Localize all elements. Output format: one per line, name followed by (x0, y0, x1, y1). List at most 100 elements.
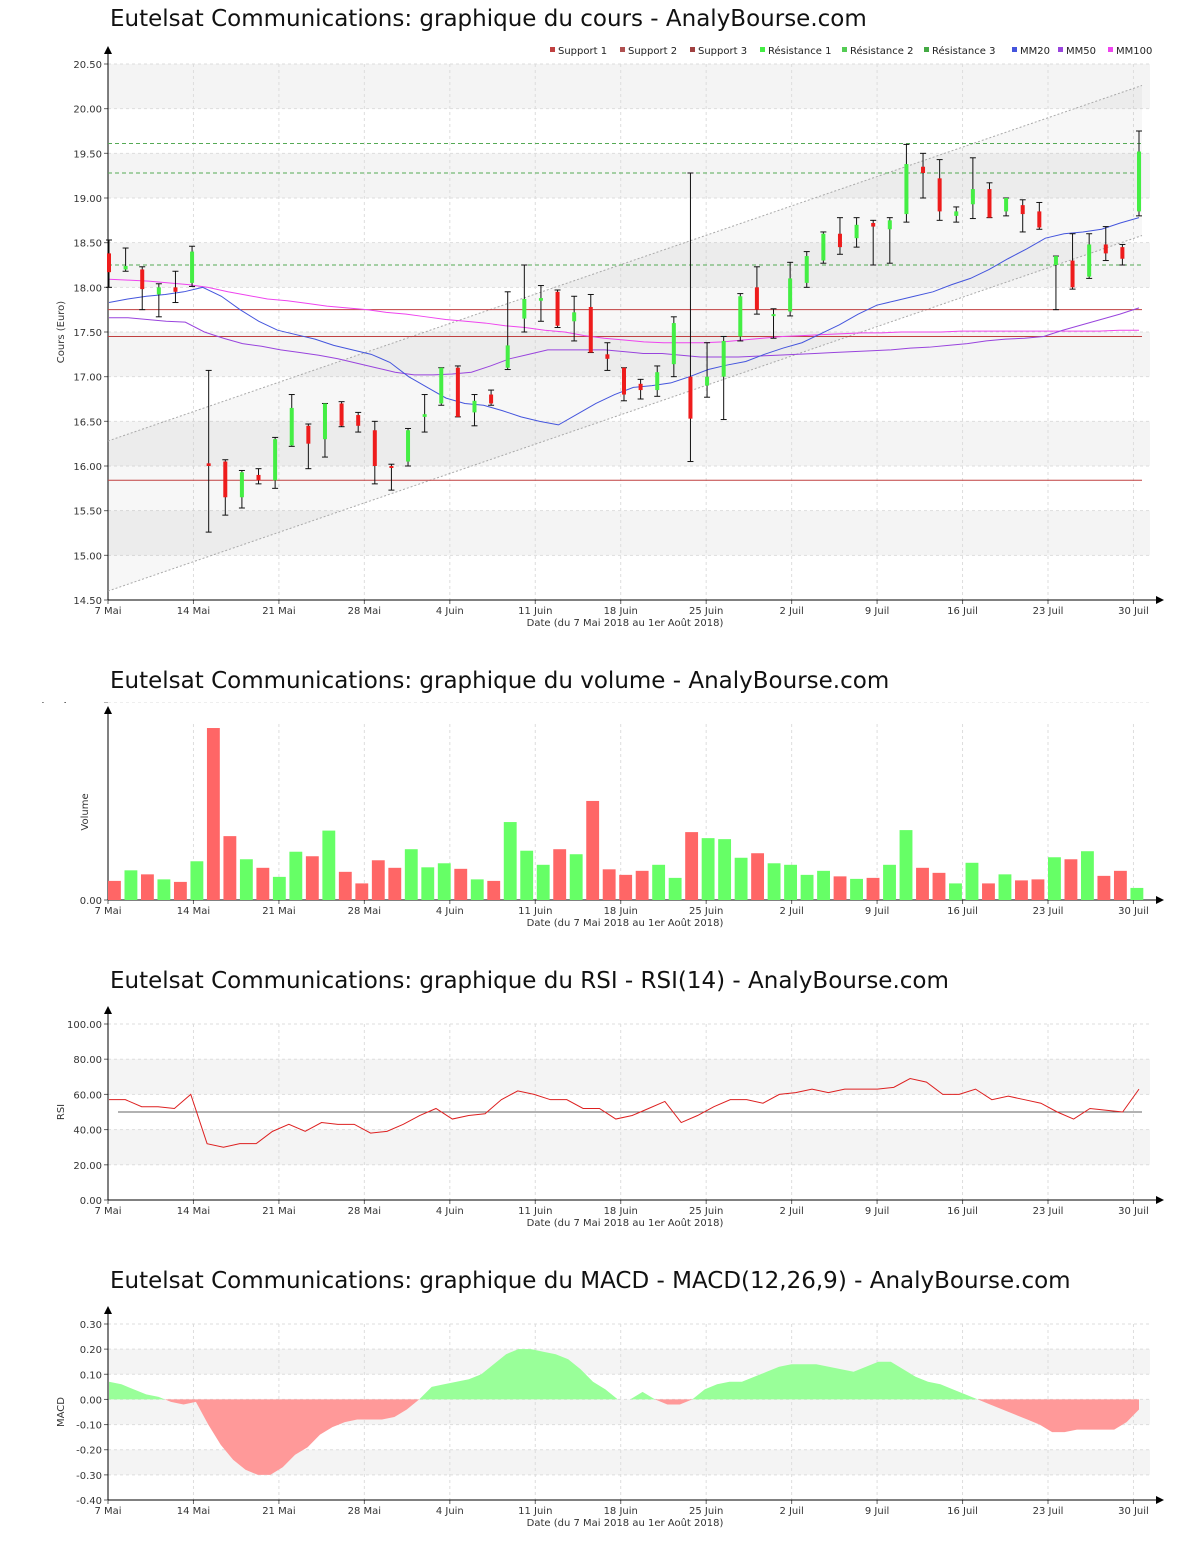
y-tick-label: 1,000,000.00 (35, 702, 102, 705)
x-tick-label: 25 Juin (689, 1506, 723, 1517)
candle-body (156, 287, 161, 295)
grid-band (108, 332, 1150, 377)
volume-bar (437, 863, 451, 900)
volume-bar (635, 870, 649, 900)
price-chart: 14.50 15.00 15.50 16.00 16.50 17.00 17.50 18.00… (56, 45, 1164, 629)
legend-label: Support 2 (628, 46, 677, 57)
grid-band (108, 64, 1150, 109)
candle-body (289, 407, 294, 446)
legend-swatch (690, 47, 695, 52)
y-tick-label: 20.00 (73, 1161, 102, 1172)
y-tick-label: 18.00 (73, 283, 102, 294)
y-tick-label: 18.50 (73, 239, 102, 250)
candle-body (455, 367, 460, 417)
volume-bar (1113, 870, 1127, 900)
x-axis-arrow (1156, 1196, 1164, 1204)
candle-body (804, 256, 809, 283)
candle-body (439, 367, 444, 404)
volume-bar (470, 879, 484, 900)
volume-bar (602, 869, 616, 900)
y-tick-label: 16.00 (73, 462, 102, 473)
volume-bar (701, 838, 715, 900)
volume-bar (140, 874, 154, 900)
candle-body (622, 367, 626, 395)
volume-bar (751, 853, 765, 900)
legend-label: Support 1 (558, 46, 607, 57)
volume-bar (817, 870, 830, 900)
macd-chart-title: Eutelsat Communications: graphique du MA… (110, 1268, 1071, 1294)
x-tick-label: 7 Mai (94, 1506, 121, 1517)
legend-swatch (1012, 47, 1017, 52)
volume-bar (965, 862, 979, 900)
x-tick-label: 21 Mai (262, 906, 295, 917)
y-tick-label: 40.00 (73, 1126, 102, 1137)
candle-body (738, 296, 743, 337)
candle-body (605, 354, 610, 359)
x-axis-arrow (1156, 896, 1164, 904)
y-tick-label: 14.50 (73, 596, 102, 607)
x-tick-label: 9 Juil (865, 1206, 889, 1217)
volume-bar (586, 800, 600, 900)
y-tick-label: 20.50 (73, 60, 102, 71)
candle-body (173, 287, 178, 292)
candle-body (921, 166, 926, 173)
volume-bar (685, 832, 699, 900)
grid-band (108, 421, 1150, 466)
candle-body (705, 376, 710, 386)
candle-body (389, 466, 394, 468)
candle-body (206, 463, 211, 466)
y-axis-arrow (104, 1006, 112, 1014)
x-tick-label: 7 Mai (94, 606, 121, 617)
grid-band (108, 1349, 1150, 1375)
volume-bar (173, 881, 187, 900)
volume-chart-title: Eutelsat Communications: graphique du vo… (110, 668, 890, 694)
legend-swatch (1058, 47, 1063, 52)
volume-bar (206, 728, 220, 900)
volume-bar (421, 867, 435, 900)
candle-body (356, 415, 361, 426)
x-tick-label: 25 Juin (689, 906, 723, 917)
x-tick-label: 2 Juil (779, 1506, 803, 1517)
volume-bar (1130, 887, 1144, 900)
volume-bar (767, 863, 781, 900)
macd-negative-area (164, 1399, 420, 1475)
x-tick-label: 9 Juil (865, 906, 889, 917)
x-tick-label: 16 Juil (947, 906, 978, 917)
volume-bar (272, 876, 286, 900)
grid-band (108, 153, 1150, 198)
y-tick-label: 0.20 (80, 1345, 102, 1356)
x-tick-label: 21 Mai (262, 606, 295, 617)
x-tick-label: 23 Juil (1033, 1206, 1064, 1217)
candle-body (937, 178, 942, 212)
legend-label: Résistance 3 (932, 45, 995, 57)
candle-body (256, 474, 261, 481)
legend-label: MM50 (1066, 46, 1096, 57)
volume-bar (108, 880, 121, 900)
x-tick-label: 9 Juil (865, 606, 889, 617)
candle-body (322, 403, 327, 440)
candle-body (406, 430, 411, 462)
y-tick-label: 15.50 (73, 507, 102, 518)
volume-bar (1015, 880, 1028, 900)
y-axis-arrow (104, 46, 112, 54)
candle-body (422, 414, 427, 417)
legend-label: Support 3 (698, 46, 747, 57)
y-tick-label: 0.10 (80, 1370, 102, 1381)
candle-body (688, 376, 693, 419)
y-tick-label: 3,500,000.00 (35, 702, 102, 705)
y-tick-label: 0.00 (80, 1196, 102, 1207)
y-tick-label: -0.10 (76, 1421, 102, 1432)
volume-bar (949, 883, 962, 900)
volume-bar (371, 860, 385, 900)
x-tick-label: 28 Mai (348, 906, 381, 917)
candle-body (721, 340, 726, 377)
legend-swatch (924, 47, 929, 52)
x-axis-label: Date (du 7 Mai 2018 au 1er Août 2018) (527, 1217, 724, 1229)
candle-body (655, 372, 660, 391)
volume-bar (652, 864, 666, 900)
candle-body (190, 251, 195, 283)
candle-body (372, 430, 377, 466)
volume-bar (1080, 851, 1094, 900)
legend-label: MM100 (1116, 46, 1152, 57)
volume-bar (998, 874, 1012, 900)
